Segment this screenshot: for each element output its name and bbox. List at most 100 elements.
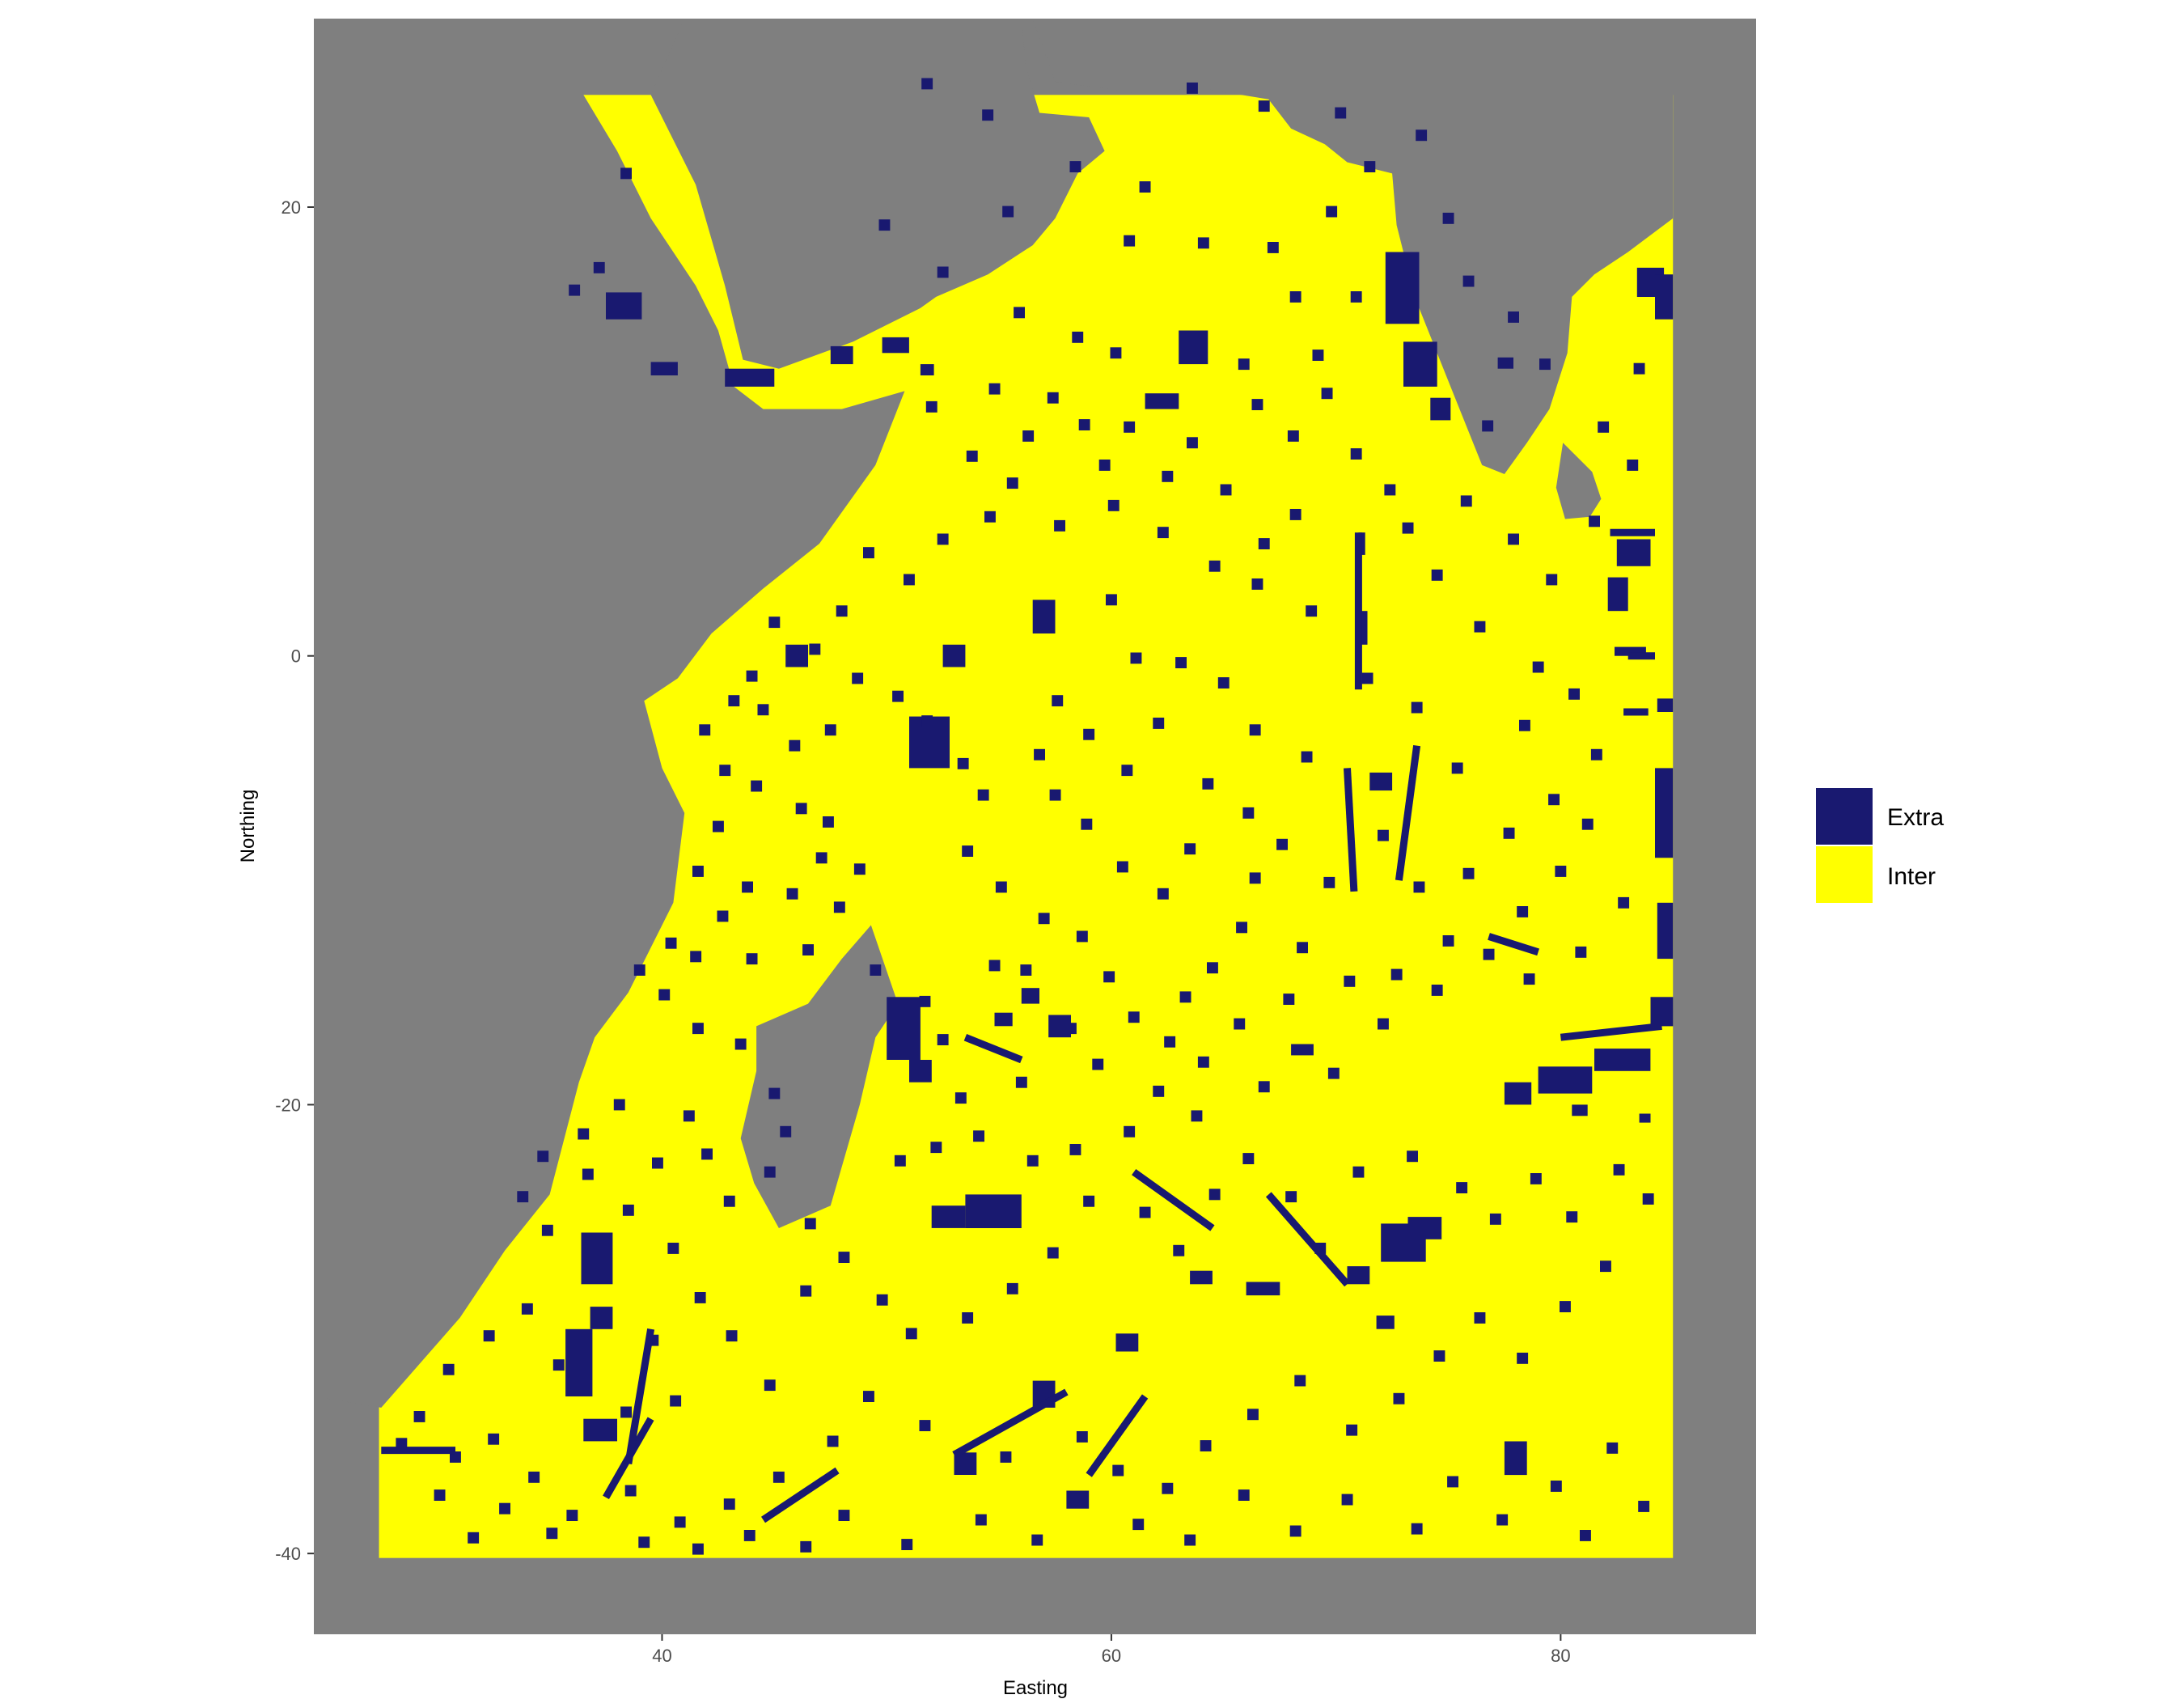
extra-cell [1083,1195,1095,1207]
extra-cell [1352,1166,1365,1178]
legend-key-extra [1816,788,1873,845]
extra-cell [780,1125,792,1138]
extra-cell [683,1110,695,1122]
extra-cell [1289,1525,1302,1537]
extra-cell [1112,1464,1124,1477]
extra-patch [1639,1113,1651,1123]
extra-cell [1153,718,1165,729]
extra-cell [1285,1191,1297,1203]
extra-cell [1173,1244,1185,1256]
land-arabian_peninsula [650,19,1105,369]
extra-cell [982,109,994,121]
extra-cell [768,616,781,629]
extra-cell [1442,212,1454,224]
extra-cell [1568,688,1580,700]
extra-cell [1116,861,1128,873]
x-axis-title: Easting [1003,1677,1068,1699]
extra-cell [1162,470,1174,482]
extra-cell [921,78,933,90]
extra-cell [1179,991,1191,1003]
extra-cell [757,704,769,716]
extra-cell [1312,350,1324,361]
extra-cell [1107,499,1120,511]
extra-streak [1395,745,1421,881]
extra-patch [1430,397,1451,421]
extra-cell [1555,866,1567,877]
extra-cell [937,533,949,545]
extra-cell [1208,560,1221,572]
extra-cell [528,1471,540,1483]
extra-patch [650,362,678,375]
extra-streak [1560,1022,1662,1041]
extra-cell [719,765,731,777]
extra-cell [1251,578,1263,590]
extra-patch [920,364,934,375]
extra-cell [1517,1352,1529,1364]
extra-cell [1128,1011,1140,1023]
extra-patch [887,997,921,1060]
extra-patch [1504,1441,1527,1476]
extra-cell [1124,421,1136,433]
extra-patch [1246,1282,1280,1296]
extra-cell [1092,1058,1104,1070]
extra-cell [1575,946,1587,958]
extra-cell [800,1540,812,1553]
extra-cell [652,1157,663,1169]
extra-cell [723,1498,735,1510]
extra-cell [638,1536,650,1549]
extra-cell [1581,818,1594,830]
extra-cell [954,1092,967,1104]
extra-cell [1580,1530,1591,1541]
extra-cell [823,816,834,828]
extra-cell [1508,311,1519,323]
extra-streak [761,1467,840,1523]
extra-cell [442,1363,455,1375]
extra-cell [1618,896,1630,909]
extra-cell [1326,205,1338,218]
extra-cell [620,167,632,180]
extra-cell [541,1224,553,1236]
extra-cell [1460,495,1472,507]
extra-streak [624,1328,655,1464]
extra-cell [1076,1431,1088,1443]
extra-cell [1566,1211,1578,1223]
extra-cell [833,901,845,913]
extra-streak [1132,1168,1215,1231]
extra-cell [1026,1155,1039,1167]
extra-cell [717,910,729,922]
extra-cell [1236,922,1247,934]
extra-cell [1249,872,1261,884]
extra-patch [565,1328,593,1396]
extra-cell [1474,1312,1486,1324]
extra-cell [1191,1110,1203,1122]
extra-cell [905,1328,917,1340]
extra-cell [852,672,864,684]
extra-cell [1006,477,1018,489]
extra-cell [1335,107,1347,119]
extra-cell [692,1023,704,1035]
y-tick-label: -40 [275,1544,301,1564]
extra-cell [658,989,671,1001]
extra-patch [1615,646,1646,656]
extra-patch [1115,1333,1139,1352]
extra-cell [434,1489,446,1501]
extra-cell [1052,695,1064,707]
extra-cell [1433,1350,1445,1362]
extra-cell [1532,661,1544,673]
extra-cell [1014,307,1025,319]
extra-cell [1208,1188,1221,1201]
extra-cell [546,1527,558,1540]
extra-cell [966,450,978,462]
extra-cell [1110,347,1122,359]
extra-patch [882,337,909,354]
extra-patch [1482,420,1494,432]
extra-patch [581,1232,613,1285]
extra-patch [942,644,966,667]
extra-cell [726,1330,738,1342]
extra-cell [1283,994,1295,1005]
extra-cell [1020,964,1032,976]
extra-streak [1488,933,1539,956]
extra-cell [624,1485,637,1497]
extra-cell [1002,205,1014,218]
extra-cell [578,1128,590,1140]
